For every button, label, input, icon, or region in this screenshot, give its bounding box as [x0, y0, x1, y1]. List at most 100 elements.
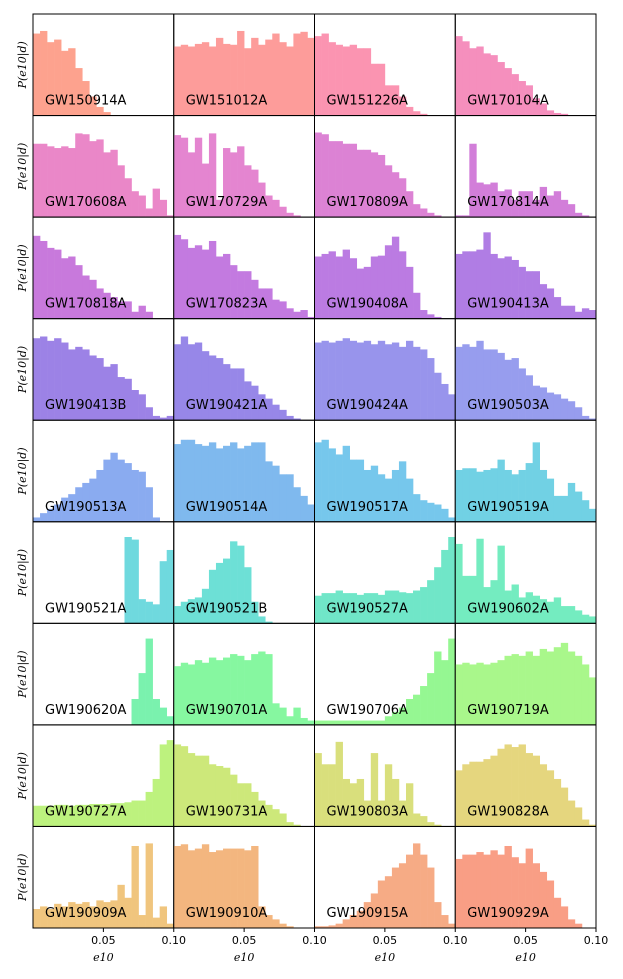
histogram-bar	[33, 338, 41, 421]
x-tick-label: 0.05	[373, 934, 398, 947]
histogram-bar	[265, 654, 273, 725]
histogram-bar	[363, 593, 372, 624]
histogram-bar	[286, 415, 294, 421]
panel-label: GW190706A	[327, 703, 409, 718]
histogram-bar	[525, 271, 533, 319]
histogram-bar	[490, 850, 498, 928]
histogram-bar	[370, 465, 379, 522]
histogram-bar	[321, 439, 329, 522]
histogram-bar	[398, 707, 407, 725]
histogram-bar	[159, 744, 168, 827]
panel-label: GW190602A	[467, 601, 549, 616]
histogram-bar	[427, 822, 435, 827]
histogram-bar	[497, 191, 505, 218]
panel-label: GW170608A	[45, 195, 127, 210]
histogram-bar	[560, 495, 569, 522]
histogram-bar	[413, 694, 421, 725]
histogram-bar	[349, 44, 358, 116]
histogram-bar	[532, 755, 540, 827]
histogram-bar	[145, 601, 153, 624]
histogram-bar	[138, 195, 146, 218]
histogram-bar	[201, 351, 210, 421]
histogram-bar	[553, 897, 562, 928]
histogram-bar	[61, 497, 69, 522]
histogram-bar	[469, 854, 477, 928]
histogram-bar	[497, 459, 505, 522]
histogram-bar	[349, 915, 358, 928]
histogram-bar	[138, 471, 146, 522]
histogram-bar	[363, 48, 372, 116]
histogram-bar	[180, 844, 189, 928]
histogram-bar	[293, 707, 301, 725]
histogram-bar	[166, 215, 175, 218]
histogram-bar	[145, 311, 153, 319]
histogram-bar	[546, 880, 555, 928]
histogram-bar	[68, 148, 76, 218]
histogram-bar	[40, 336, 48, 421]
panel-gw190620a: GW190620A	[32, 622, 175, 726]
histogram-bar	[532, 595, 540, 624]
histogram-bar	[560, 606, 569, 624]
histogram-bar	[391, 172, 400, 218]
histogram-bar	[455, 664, 463, 725]
histogram-bar	[469, 346, 477, 421]
panel-gw190503a: GW190503A	[454, 318, 597, 421]
histogram-bar	[434, 316, 442, 319]
histogram-bar	[405, 106, 414, 116]
panel-label: GW190413A	[467, 297, 549, 312]
panel-gw190828a: GW190828A	[454, 724, 597, 827]
histogram-bar	[342, 593, 350, 624]
histogram-bar	[363, 800, 372, 827]
histogram-bar	[251, 845, 259, 928]
panel-gw190513a: GW190513A	[32, 419, 175, 523]
panel-label: GW190727A	[45, 804, 127, 819]
histogram-bar	[286, 822, 294, 827]
histogram-bar	[223, 657, 231, 725]
histogram-bar	[321, 134, 329, 218]
histogram-bar	[560, 113, 569, 116]
histogram-bar	[251, 601, 259, 624]
histogram-bar	[363, 266, 372, 319]
histogram-bar	[434, 372, 442, 421]
histogram-bar	[208, 240, 217, 319]
histogram-bar	[194, 342, 203, 421]
histogram-bar	[314, 442, 322, 522]
histogram-bar	[96, 804, 104, 827]
histogram-bar	[546, 195, 555, 218]
histogram-bar	[208, 569, 217, 624]
histogram-bar	[180, 746, 189, 827]
histogram-bar	[497, 854, 505, 928]
histogram-bar	[124, 301, 132, 319]
histogram-bar	[307, 504, 315, 522]
histogram-bar	[208, 852, 217, 928]
histogram-bar	[560, 199, 569, 218]
histogram-bar	[462, 764, 470, 827]
histogram-bar	[321, 720, 329, 725]
histogram-bar	[504, 655, 512, 725]
histogram-bar	[279, 813, 287, 827]
histogram-bar	[490, 662, 498, 725]
histogram-bar	[525, 85, 533, 116]
histogram-bar	[328, 42, 336, 116]
histogram-bar	[68, 256, 76, 319]
histogram-bar	[462, 41, 470, 116]
histogram-bar	[567, 919, 576, 928]
histogram-bar	[405, 698, 414, 725]
histogram-bar	[490, 580, 498, 624]
histogram-bar	[413, 111, 421, 116]
histogram-bar	[427, 673, 435, 725]
histogram-bar	[441, 383, 449, 421]
histogram-bar	[54, 504, 62, 522]
histogram-bar	[96, 900, 104, 928]
panel-gw151226a: GW151226A	[314, 13, 456, 117]
histogram-bar	[413, 494, 421, 522]
histogram-bar	[194, 43, 203, 116]
histogram-bar	[237, 271, 245, 319]
histogram-bar	[448, 923, 456, 928]
histogram-bar	[525, 753, 533, 827]
histogram-bar	[89, 906, 97, 928]
histogram-bar	[342, 919, 350, 928]
histogram-bar	[349, 258, 358, 319]
histogram-bar	[567, 800, 576, 827]
histogram-bar	[124, 178, 132, 218]
